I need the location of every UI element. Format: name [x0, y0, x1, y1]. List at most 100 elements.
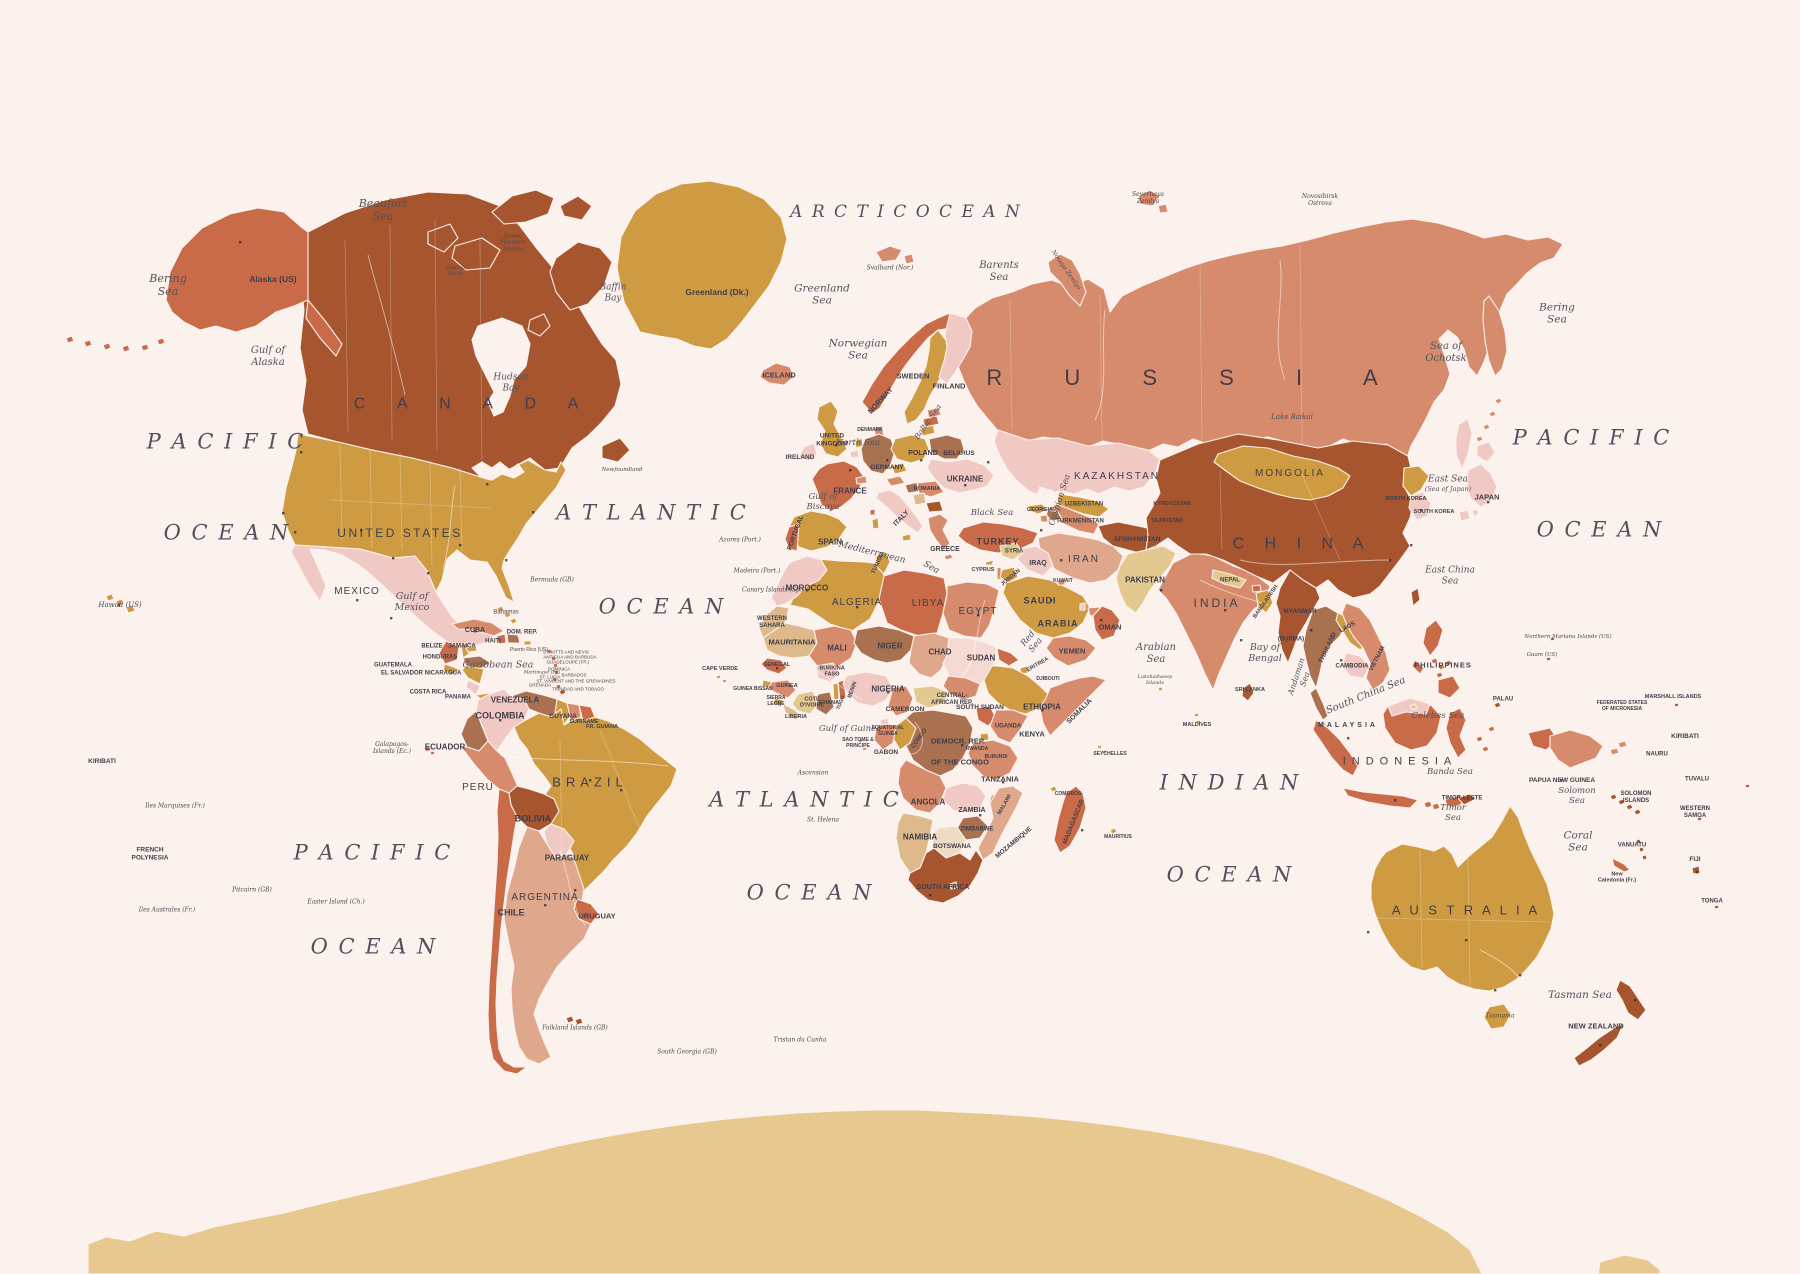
country-shape-pakistan	[1115, 545, 1177, 614]
country-label: UKRAINE	[946, 474, 984, 484]
country-label: BURUNDI	[984, 754, 1008, 761]
region-shape-solomons	[1609, 793, 1642, 816]
country-label: EGYPT	[958, 606, 998, 618]
territory-label: ST. LUCIA	[539, 674, 561, 680]
country-shape-egypt	[942, 581, 1000, 639]
country-shape-cameroon	[887, 685, 914, 717]
country-label: BRAZIL	[552, 774, 628, 790]
region-shape-kamchatka	[1482, 295, 1508, 377]
country-shape-jamaica	[465, 645, 478, 653]
country-shape-mongolia	[1213, 445, 1351, 501]
country-label: GABON	[873, 749, 899, 757]
sea-label: Caribbean Sea	[462, 659, 534, 671]
region-shape-bahamas	[496, 605, 518, 625]
water-shape-hudson-bay	[471, 317, 531, 417]
sea-label: (Sea of Japan)	[1424, 485, 1472, 494]
territory-label: Svalbard (Nor.)	[866, 264, 914, 272]
water-shape-great-lakes	[471, 461, 525, 481]
country-label: GEORGIA	[1027, 506, 1053, 513]
country-label: NEW ZEALAND	[1568, 1021, 1624, 1031]
region-shape-sakhalin	[1455, 418, 1473, 470]
country-label: KENYA	[1019, 729, 1045, 739]
country-label: FINLAND	[932, 381, 966, 391]
country-shape-angola	[897, 759, 947, 814]
country-label: SIERRA LEONE	[766, 695, 786, 707]
country-shape-niger	[853, 625, 915, 664]
country-label: MARSHALL ISLANDS	[1644, 693, 1702, 700]
country-label: ETHIOPIA	[1023, 702, 1061, 712]
country-shape-malaysia-borneo	[1387, 697, 1431, 717]
country-shape-kazakhstan	[993, 429, 1161, 498]
country-label: PARAGUAY	[544, 853, 590, 863]
territory-label: Tristan da Cunha	[773, 1036, 827, 1044]
country-label: ARABIA	[1037, 618, 1079, 629]
country-label: SOUTH SUDAN	[956, 704, 1004, 712]
ocean-label: A R C T I C O C E A N	[790, 201, 1022, 222]
ocean-label: O C E A N	[598, 594, 726, 619]
country-shape-mali	[808, 625, 858, 671]
region-shape-corsica	[869, 508, 876, 516]
sea-label: Gulf of Guinea	[818, 723, 882, 734]
region-shape-arctic-archipelago	[427, 189, 593, 337]
country-label: MALI	[827, 643, 847, 653]
country-shape-cote-divoire	[791, 690, 819, 715]
territory-label: Queen Elizabeth Islands	[499, 233, 527, 253]
country-label: LIBERIA	[785, 713, 807, 720]
country-shape-new-zealand	[1573, 979, 1647, 1067]
country-label: DJIBOUTI	[1036, 676, 1060, 683]
country-label: SPAIN	[818, 537, 842, 547]
ocean-label: O C E A N	[163, 520, 291, 545]
country-label: FEDERATED STATES OF MICRONESIA	[1596, 700, 1648, 712]
country-label: TUVALU	[1685, 776, 1709, 783]
country-shape-bhutan	[1251, 584, 1262, 593]
country-shape-eritrea	[996, 647, 1020, 667]
country-label: MALAYSIA	[1318, 721, 1378, 729]
country-label: C H I N A	[1232, 535, 1372, 553]
country-label: (BURMA)	[1277, 636, 1305, 643]
country-label: GHANA	[818, 699, 840, 706]
country-shape-poland	[890, 434, 930, 464]
country-shape-syria	[999, 542, 1024, 561]
territory-label: Puerto Rico (US)	[510, 647, 548, 654]
country-shape-ethiopia	[983, 665, 1051, 715]
sea-label: Solomon Sea	[1558, 785, 1596, 806]
country-label: ICELAND	[762, 370, 796, 380]
country-shape-cyprus	[984, 559, 995, 566]
country-shape-austria	[885, 475, 906, 487]
country-label: SOUTH KOREA	[1413, 508, 1455, 515]
region-shape-sardinia	[871, 517, 880, 530]
country-shape-serbia	[912, 492, 927, 506]
region-shape-baffin-island	[549, 241, 613, 311]
territory-label: Falkland Islands (GB)	[542, 1024, 608, 1032]
country-label: COSTA RICA	[409, 689, 447, 696]
country-shape-belize	[460, 642, 470, 659]
region-shape-puerto-rico	[523, 640, 532, 646]
region-shape-pacific-micro-islands	[1493, 636, 1751, 910]
region-shape-galapagos	[423, 745, 436, 756]
country-label: GERMANY	[870, 464, 904, 472]
sea-label: Gulf of Mexico	[394, 590, 430, 613]
country-shape-sierra-leone	[772, 697, 784, 708]
country-label: KIRIBATI	[88, 758, 116, 766]
country-label: TANZANIA	[981, 774, 1019, 784]
territory-label: South Georgia (GB)	[657, 1048, 717, 1056]
territory-label: GRENADA	[528, 682, 552, 688]
country-shape-madagascar	[1053, 785, 1087, 854]
country-label: GUINEA BISSAU	[733, 686, 773, 693]
country-label: PAKISTAN	[1125, 575, 1165, 585]
country-shape-france	[811, 460, 865, 512]
region-shape-sicily	[901, 533, 912, 542]
country-shape-saudi-arabia	[1002, 575, 1091, 639]
country-label: POLAND	[908, 449, 938, 457]
country-shape-czechia	[890, 462, 908, 475]
sea-label: East China Sea	[1425, 565, 1475, 586]
country-shape-lesotho	[949, 881, 958, 890]
region-shape-kurils	[1475, 397, 1503, 443]
country-shape-rwanda	[979, 732, 990, 742]
country-shape-timor-leste	[1457, 793, 1477, 806]
country-shape-el-salvador	[442, 663, 460, 676]
region-shape-maldives	[1157, 686, 1202, 725]
country-shape-iceland	[759, 362, 795, 386]
country-label: NAURU	[1646, 751, 1668, 758]
country-label: MOROCCO	[785, 583, 829, 593]
